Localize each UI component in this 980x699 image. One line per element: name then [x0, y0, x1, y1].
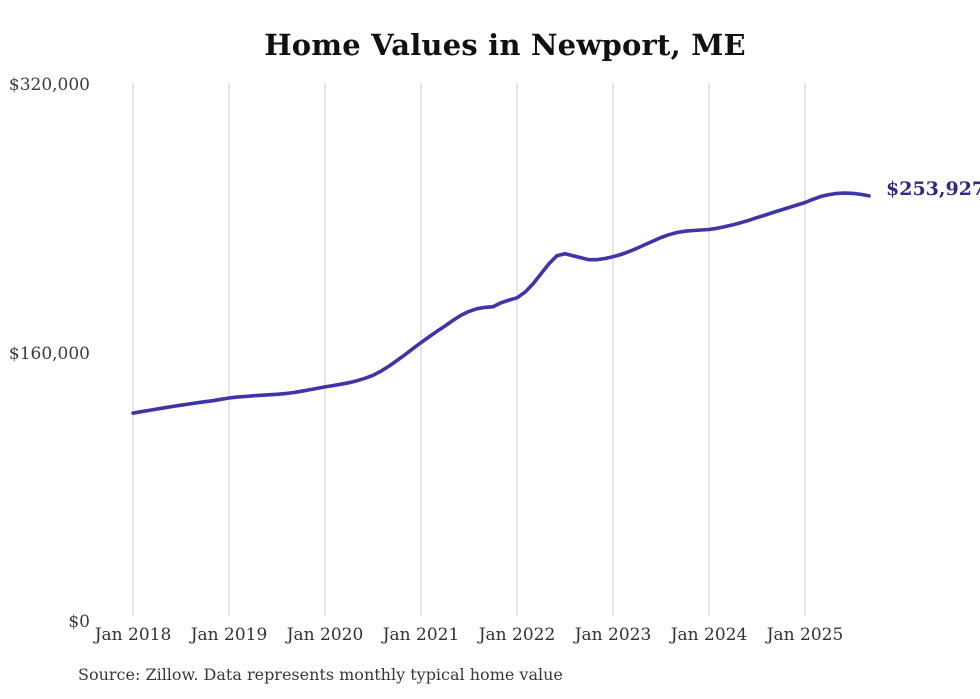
- y-tick-label: $0: [68, 612, 90, 632]
- x-tick-label: Jan 2019: [190, 625, 268, 645]
- x-tick-label: Jan 2023: [574, 625, 652, 645]
- x-tick-label: Jan 2018: [94, 625, 172, 645]
- y-tick-label: $160,000: [8, 343, 90, 364]
- chart-title: Home Values in Newport, ME: [264, 28, 746, 62]
- x-tick-label: Jan 2025: [766, 625, 844, 645]
- x-tick-label: Jan 2024: [670, 625, 748, 645]
- gridlines: [132, 83, 806, 616]
- source-note: Source: Zillow. Data represents monthly …: [78, 665, 563, 684]
- home-value-line: [131, 191, 871, 415]
- x-tick-label: Jan 2021: [382, 625, 460, 645]
- x-tick-label: Jan 2022: [478, 625, 556, 645]
- y-tick-label: $320,000: [8, 75, 90, 95]
- latest-value-label: $253,927: [886, 177, 980, 200]
- x-tick-label: Jan 2020: [286, 625, 364, 645]
